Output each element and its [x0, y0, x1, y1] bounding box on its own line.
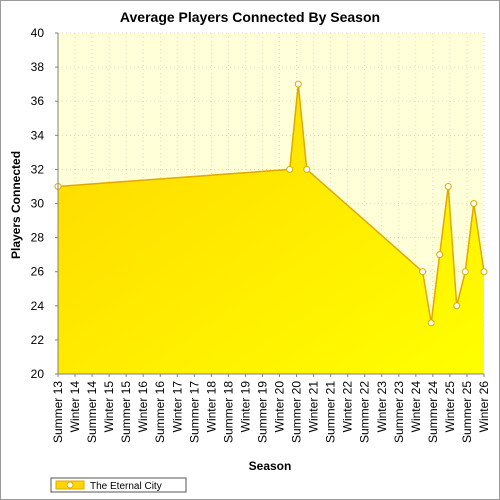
x-tick-label: Winter 22 [341, 381, 355, 433]
y-tick-label: 38 [31, 60, 45, 74]
data-point [453, 302, 461, 310]
y-tick-label: 40 [31, 26, 45, 40]
x-tick-label: Winter 15 [102, 381, 116, 433]
y-axis: 20 22 24 26 28 30 32 34 36 38 40 [31, 26, 59, 381]
y-tick-label: 24 [31, 299, 45, 313]
data-point [436, 251, 444, 259]
data-point [294, 80, 302, 88]
data-point [303, 165, 311, 173]
x-tick-label: Winter 19 [238, 381, 252, 433]
x-tick-label: Summer 23 [392, 381, 406, 443]
x-tick-label: Summer 22 [358, 381, 372, 443]
x-axis: Summer 13 Winter 14 Summer 14 Winter 15 Summ… [51, 373, 491, 443]
y-tick-label: 36 [31, 94, 45, 108]
y-tick-label: 32 [31, 162, 45, 176]
x-tick-label: Winter 23 [375, 381, 389, 433]
x-tick-label: Winter 21 [307, 381, 321, 433]
x-axis-title: Season [249, 459, 292, 473]
y-axis-title: Players Connected [9, 151, 23, 259]
x-tick-label: Summer 19 [255, 381, 269, 443]
y-tick-label: 34 [31, 128, 45, 142]
data-point [419, 268, 427, 276]
x-tick-label: Winter 18 [204, 381, 218, 433]
series-line [57, 84, 485, 323]
x-tick-label: Winter 14 [68, 381, 82, 433]
y-tick-label: 22 [31, 333, 45, 347]
data-point [444, 182, 452, 190]
x-tick-label: Summer 18 [221, 381, 235, 443]
x-tick-label: Summer 14 [85, 381, 99, 443]
chart-title: Average Players Connected By Season [120, 9, 380, 25]
x-tick-label: Summer 17 [187, 381, 201, 443]
data-point [480, 268, 488, 276]
x-tick-label: Summer 15 [119, 381, 133, 443]
legend-marker-icon [66, 481, 74, 489]
x-tick-label: Winter 25 [443, 381, 457, 433]
y-tick-label: 20 [31, 367, 45, 381]
y-tick-label: 26 [31, 265, 45, 279]
legend: The Eternal City [50, 477, 187, 493]
x-tick-label: Summer 16 [153, 381, 167, 443]
y-tick-label: 28 [31, 231, 45, 245]
x-tick-label: Winter 26 [477, 381, 491, 433]
legend-label: The Eternal City [90, 481, 162, 492]
x-tick-label: Winter 16 [136, 381, 150, 433]
y-tick-label: 30 [31, 197, 45, 211]
data-point [286, 165, 294, 173]
x-tick-label: Winter 20 [273, 381, 287, 433]
data-point [427, 319, 435, 327]
series-area [58, 84, 484, 375]
x-tick-label: Summer 13 [51, 381, 65, 443]
x-tick-label: Winter 24 [409, 381, 423, 433]
legend-box [50, 477, 187, 493]
x-tick-label: Summer 20 [290, 381, 304, 443]
x-tick-label: Winter 17 [170, 381, 184, 433]
data-point [461, 268, 469, 276]
x-tick-label: Summer 24 [426, 381, 440, 443]
data-point [470, 200, 478, 207]
x-tick-label: Summer 21 [324, 381, 338, 443]
x-tick-label: Summer 25 [460, 381, 474, 443]
